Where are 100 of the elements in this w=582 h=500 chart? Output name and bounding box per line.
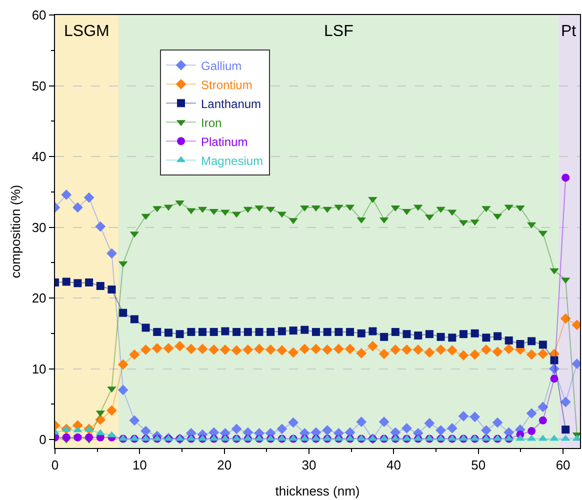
point <box>425 330 434 338</box>
legend-label: Iron <box>201 116 222 130</box>
point <box>562 426 570 434</box>
point <box>549 364 560 374</box>
point <box>288 417 298 428</box>
point <box>402 344 412 355</box>
point <box>276 345 288 356</box>
point <box>288 347 298 358</box>
point <box>84 192 94 203</box>
y-tick-label: 10 <box>32 361 46 376</box>
point <box>538 416 547 424</box>
point <box>470 412 480 422</box>
point <box>153 328 162 336</box>
point <box>231 424 242 434</box>
point <box>118 359 128 370</box>
point <box>62 433 70 442</box>
point <box>95 221 106 232</box>
point <box>528 427 536 436</box>
point <box>119 308 128 317</box>
x-axis-title: thickness (nm) <box>275 483 360 498</box>
point <box>492 346 503 357</box>
band-label: LSF <box>324 23 354 40</box>
legend-label: Gallium <box>201 58 242 73</box>
point <box>560 396 571 408</box>
point <box>231 345 242 356</box>
x-tick-label: 10 <box>132 458 147 473</box>
point <box>129 415 140 426</box>
point <box>470 329 479 338</box>
point <box>95 414 106 425</box>
point <box>504 344 514 354</box>
y-tick-label: 0 <box>39 432 46 448</box>
point <box>164 328 172 337</box>
point <box>344 344 356 354</box>
point <box>424 418 435 428</box>
point <box>300 326 309 334</box>
point <box>459 330 468 338</box>
point <box>187 328 196 336</box>
point <box>448 334 456 342</box>
legend-label: Strontium <box>201 78 252 92</box>
point <box>208 344 220 355</box>
point <box>322 425 333 436</box>
point <box>61 190 72 200</box>
point <box>312 328 320 336</box>
y-tick-label: 60 <box>32 8 46 23</box>
point <box>142 324 150 332</box>
y-tick-label: 40 <box>32 149 46 164</box>
point <box>85 278 94 286</box>
point <box>129 349 140 360</box>
point <box>504 336 513 344</box>
x-tick-label: 60 <box>556 458 570 473</box>
point <box>357 329 366 338</box>
y-tick-label: 50 <box>32 78 46 94</box>
point <box>480 344 492 355</box>
point <box>380 332 388 341</box>
legend-label: Lanthanum <box>201 96 262 111</box>
point <box>198 328 207 336</box>
point <box>85 433 94 442</box>
band-label: LSGM <box>64 23 110 40</box>
legend-label: Platinum <box>201 134 248 149</box>
point <box>480 425 492 436</box>
point <box>106 248 117 259</box>
point <box>470 349 480 360</box>
point <box>244 328 252 336</box>
point <box>550 374 558 383</box>
point <box>276 424 288 434</box>
point <box>152 343 162 354</box>
point <box>368 327 377 336</box>
point <box>140 426 151 436</box>
point <box>163 343 174 354</box>
point <box>130 315 138 324</box>
point <box>72 202 83 213</box>
point <box>176 330 184 338</box>
point <box>526 408 537 419</box>
point <box>232 328 241 336</box>
point <box>436 344 446 355</box>
point <box>492 417 503 428</box>
point <box>526 349 537 360</box>
y-tick-label: 30 <box>32 220 46 235</box>
point <box>310 344 322 354</box>
point <box>391 328 400 336</box>
point <box>266 328 275 336</box>
point <box>140 344 151 355</box>
point <box>197 344 208 354</box>
point <box>74 279 82 288</box>
point <box>333 344 344 354</box>
point <box>538 340 547 349</box>
y-tick-label: 20 <box>32 290 46 306</box>
point <box>390 344 401 355</box>
point <box>538 402 548 412</box>
point <box>402 330 411 338</box>
point <box>458 410 469 422</box>
point <box>516 340 524 348</box>
point <box>550 356 558 364</box>
point <box>334 328 343 336</box>
point <box>174 340 186 352</box>
point <box>356 416 367 428</box>
point <box>323 328 332 336</box>
point <box>436 425 446 436</box>
point <box>62 278 70 286</box>
point <box>242 344 254 355</box>
